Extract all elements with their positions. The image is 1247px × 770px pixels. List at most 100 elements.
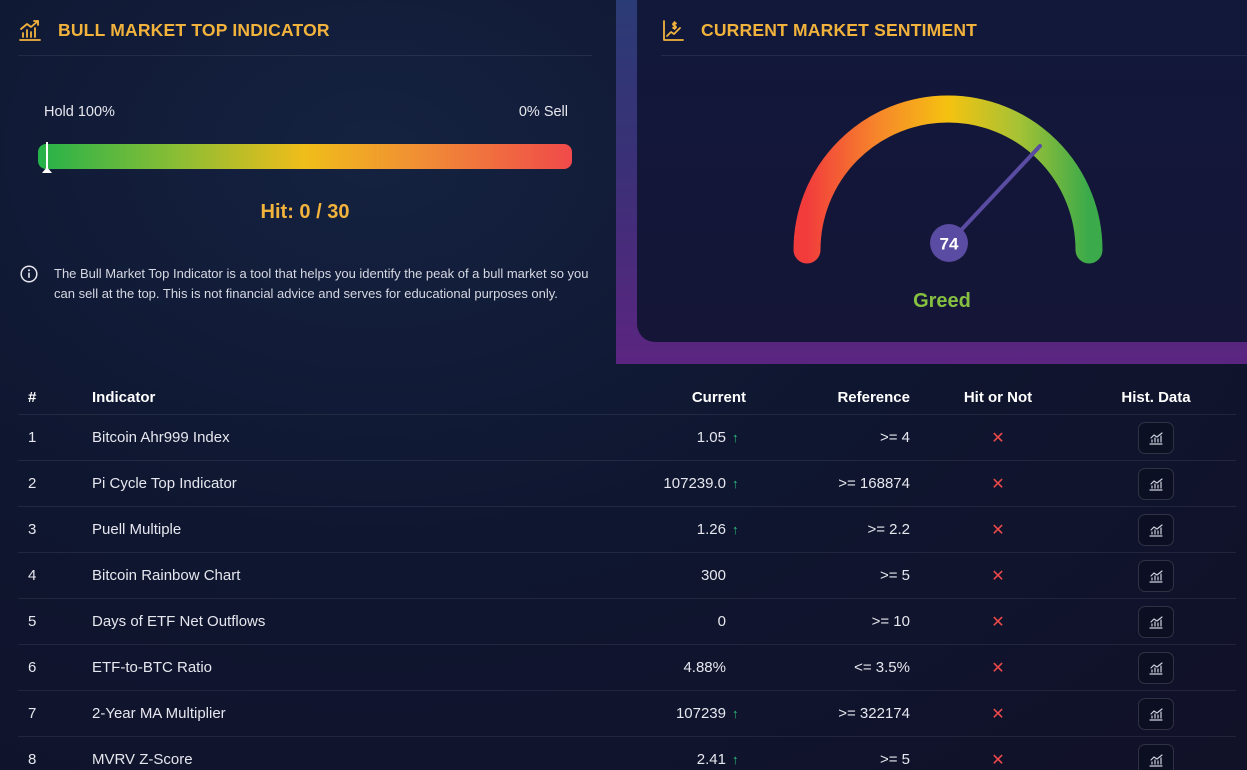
reference-value: >= 4: [879, 429, 910, 446]
not-hit-x-icon: ✕: [991, 429, 1005, 447]
current-value-cell: 1.26 ↑: [538, 507, 746, 552]
table-row: 4 Bitcoin Rainbow Chart 300 ↑ >= 5 ✕: [18, 553, 1236, 599]
hist-data-cell: [1076, 415, 1236, 460]
bull-panel-header: BULL MARKET TOP INDICATOR: [18, 16, 592, 56]
hist-data-button[interactable]: [1138, 421, 1174, 454]
hit-count: Hit: 0 / 30: [260, 201, 350, 223]
hist-data-cell: [1076, 691, 1236, 736]
hit-status-cell: ✕: [918, 737, 1078, 770]
bull-panel-title: BULL MARKET TOP INDICATOR: [58, 20, 330, 40]
current-value-cell: 107239 ↑: [538, 691, 746, 736]
hist-data-button[interactable]: [1138, 559, 1174, 592]
trend-up-icon: ↑: [732, 476, 739, 491]
chart-dollar-icon: [663, 20, 684, 41]
hit-status-cell: ✕: [918, 461, 1078, 506]
bar-position-pointer-icon: [42, 167, 52, 173]
bar-position-marker: [46, 142, 48, 171]
table-row: 6 ETF-to-BTC Ratio 4.88% ↑ <= 3.5% ✕: [18, 645, 1236, 691]
not-hit-x-icon: ✕: [991, 567, 1005, 585]
table-row: 5 Days of ETF Net Outflows 0 ↑ >= 10 ✕: [18, 599, 1236, 645]
hit-status-cell: ✕: [918, 691, 1078, 736]
current-value-cell: 300 ↑: [538, 553, 746, 598]
hist-data-button[interactable]: [1138, 743, 1174, 770]
reference-value: >= 5: [879, 751, 910, 768]
reference-value: >= 2.2: [867, 521, 910, 538]
current-value-cell: 1.05 ↑: [538, 415, 746, 460]
hist-data-cell: [1076, 507, 1236, 552]
gauge-arc: [793, 95, 1103, 264]
trend-up-icon: ↑: [732, 706, 739, 721]
hist-data-button[interactable]: [1138, 697, 1174, 730]
current-value: 2.41: [696, 751, 726, 768]
row-number: 6: [28, 659, 37, 676]
row-number: 1: [28, 429, 37, 446]
hold-sell-gradient-bar: [38, 144, 572, 169]
mini-chart-icon: [1149, 707, 1163, 721]
table-header-row: # Indicator Current Reference Hit or Not…: [18, 381, 1236, 415]
hist-data-button[interactable]: [1138, 467, 1174, 500]
indicator-name: Bitcoin Ahr999 Index: [92, 429, 230, 446]
not-hit-x-icon: ✕: [991, 613, 1005, 631]
hist-data-button[interactable]: [1138, 651, 1174, 684]
hist-data-button[interactable]: [1138, 513, 1174, 546]
col-header-current: Current: [691, 389, 746, 406]
hist-data-cell: [1076, 461, 1236, 506]
row-number: 8: [28, 751, 37, 768]
hold-label: Hold 100%: [44, 104, 115, 120]
current-value: 107239.0: [663, 475, 726, 492]
col-header-reference: Reference: [837, 389, 910, 406]
table-row: 1 Bitcoin Ahr999 Index 1.05 ↑ >= 4 ✕: [18, 415, 1236, 461]
hit-status-cell: ✕: [918, 415, 1078, 460]
current-value: 300: [700, 567, 726, 584]
sentiment-panel-title: CURRENT MARKET SENTIMENT: [701, 20, 978, 40]
indicator-name: MVRV Z-Score: [92, 751, 193, 768]
row-number: 3: [28, 521, 37, 538]
mini-chart-icon: [1149, 523, 1163, 537]
hit-status-cell: ✕: [918, 507, 1078, 552]
not-hit-x-icon: ✕: [991, 521, 1005, 539]
indicator-name: Bitcoin Rainbow Chart: [92, 567, 241, 584]
hist-data-cell: [1076, 599, 1236, 644]
col-header-hit: Hit or Not: [963, 389, 1033, 406]
col-header-hist: Hist. Data: [1121, 389, 1191, 406]
mini-chart-icon: [1149, 615, 1163, 629]
gauge-knob: [930, 224, 968, 262]
current-value: 107239: [675, 705, 726, 722]
hit-status-cell: ✕: [918, 553, 1078, 598]
trend-up-icon: ↑: [732, 752, 739, 767]
indicator-table: # Indicator Current Reference Hit or Not…: [18, 381, 1236, 770]
current-value: 0: [717, 613, 726, 630]
current-value-cell: 2.41 ↑: [538, 737, 746, 770]
sell-label: 0% Sell: [518, 104, 568, 120]
bar-chart-trend-icon: [19, 20, 41, 41]
indicator-name: Days of ETF Net Outflows: [92, 613, 266, 630]
hist-data-cell: [1076, 645, 1236, 690]
indicator-name: Puell Multiple: [92, 521, 182, 538]
indicator-name: 2-Year MA Multiplier: [92, 705, 226, 722]
row-number: 5: [28, 613, 37, 630]
trend-up-icon: ↑: [732, 430, 739, 445]
not-hit-x-icon: ✕: [991, 659, 1005, 677]
mini-chart-icon: [1149, 661, 1163, 675]
bull-market-top-panel: BULL MARKET TOP INDICATOR Hold 100% 0% S…: [0, 0, 610, 350]
current-value-cell: 4.88% ↑: [538, 645, 746, 690]
col-header-num: #: [28, 389, 37, 406]
trend-up-icon: ↑: [732, 522, 739, 537]
current-value-cell: 107239.0 ↑: [538, 461, 746, 506]
current-value: 1.26: [696, 521, 726, 538]
reference-value: <= 3.5%: [854, 659, 910, 676]
sentiment-panel-header: CURRENT MARKET SENTIMENT: [661, 16, 1247, 56]
gauge-needle: [947, 144, 1042, 245]
reference-value: >= 168874: [838, 475, 910, 492]
row-number: 4: [28, 567, 37, 584]
hist-data-button[interactable]: [1138, 605, 1174, 638]
mini-chart-icon: [1149, 753, 1163, 767]
bar-labels: Hold 100% 0% Sell: [44, 104, 568, 124]
indicator-name: ETF-to-BTC Ratio: [92, 659, 213, 676]
not-hit-x-icon: ✕: [991, 751, 1005, 769]
gauge-value: 74: [940, 235, 959, 254]
mini-chart-icon: [1149, 431, 1163, 445]
indicator-name: Pi Cycle Top Indicator: [92, 475, 237, 492]
sentiment-label: Greed: [913, 290, 971, 312]
info-description: The Bull Market Top Indicator is a tool …: [54, 266, 589, 301]
